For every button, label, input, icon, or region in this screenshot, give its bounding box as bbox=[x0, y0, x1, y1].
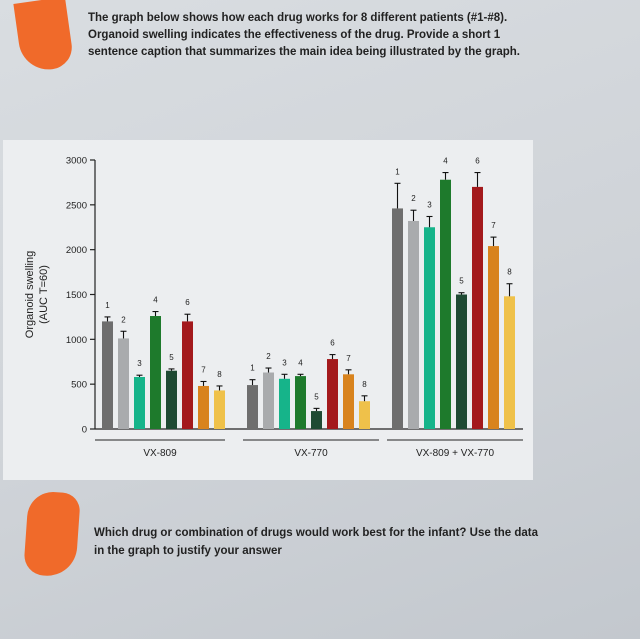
bar bbox=[392, 208, 403, 429]
bar bbox=[408, 220, 419, 429]
patient-number-label: 7 bbox=[201, 365, 206, 374]
patient-number-label: 4 bbox=[153, 296, 158, 305]
bar bbox=[198, 385, 209, 429]
prompt-bottom-line-2: in the graph to justify your answer bbox=[94, 545, 282, 557]
chart-panel: 0 500 1000 1500 2000 2500 3000 Organoid swellin… bbox=[3, 140, 533, 480]
bar bbox=[456, 294, 467, 429]
y-axis-label-line-2: (AUC T=60) bbox=[38, 265, 50, 324]
bar bbox=[182, 321, 193, 429]
bar bbox=[263, 372, 274, 429]
y-tick-label: 1000 bbox=[66, 335, 87, 346]
patient-number-label: 7 bbox=[346, 354, 351, 363]
bar bbox=[247, 385, 258, 429]
patient-number-label: 2 bbox=[266, 352, 271, 361]
patient-number-label: 1 bbox=[250, 364, 255, 373]
patient-number-label: 5 bbox=[459, 277, 464, 286]
patient-number-label: 7 bbox=[491, 221, 496, 230]
patient-number-label: 6 bbox=[330, 339, 335, 348]
patient-number-label: 1 bbox=[395, 167, 400, 176]
y-tick-label: 1500 bbox=[66, 290, 87, 301]
orange-marker-redaction-bottom bbox=[23, 490, 81, 578]
bar bbox=[295, 376, 306, 429]
question-prompt-top: The graph below shows how each drug work… bbox=[88, 10, 618, 61]
bar bbox=[311, 411, 322, 429]
y-axis-label-line-1: Organoid swelling bbox=[24, 251, 36, 338]
prompt-line-1: The graph below shows how each drug work… bbox=[88, 12, 508, 24]
bar bbox=[102, 321, 113, 429]
group-label: VX-809 bbox=[143, 448, 177, 459]
patient-number-label: 3 bbox=[137, 359, 142, 368]
bar bbox=[359, 401, 370, 429]
patient-number-label: 4 bbox=[443, 157, 448, 166]
prompt-line-3: sentence caption that summarizes the mai… bbox=[88, 46, 520, 58]
patient-number-label: 3 bbox=[427, 200, 432, 209]
patient-number-label: 4 bbox=[298, 358, 303, 367]
prompt-bottom-line-1: Which drug or combination of drugs would… bbox=[94, 527, 539, 539]
patient-number-label: 8 bbox=[507, 268, 512, 277]
bar bbox=[472, 186, 483, 429]
y-tick-label: 2500 bbox=[66, 200, 87, 211]
patient-number-label: 8 bbox=[217, 370, 222, 379]
patient-number-label: 5 bbox=[169, 353, 174, 362]
y-tick-label: 500 bbox=[71, 380, 87, 391]
patient-number-label: 6 bbox=[475, 157, 480, 166]
y-tick-label: 0 bbox=[82, 425, 87, 436]
bar bbox=[279, 378, 290, 429]
bar bbox=[488, 246, 499, 429]
group-label: VX-770 bbox=[294, 448, 328, 459]
patient-number-label: 8 bbox=[362, 380, 367, 389]
orange-marker-redaction-top bbox=[13, 0, 75, 74]
bar bbox=[327, 359, 338, 429]
patient-number-label: 5 bbox=[314, 392, 319, 401]
patient-number-label: 1 bbox=[105, 301, 110, 310]
patient-number-label: 2 bbox=[411, 194, 416, 203]
y-tick-label: 2000 bbox=[66, 245, 87, 256]
bar bbox=[166, 370, 177, 429]
bar bbox=[504, 296, 515, 429]
bar bbox=[424, 227, 435, 429]
organoid-swelling-bar-chart: 0 500 1000 1500 2000 2500 3000 Organoid swellin… bbox=[24, 156, 523, 459]
group-label: VX-809 + VX-770 bbox=[416, 448, 495, 459]
patient-number-label: 2 bbox=[121, 315, 126, 324]
bar bbox=[134, 376, 145, 429]
bar bbox=[150, 316, 161, 429]
question-prompt-bottom: Which drug or combination of drugs would… bbox=[94, 524, 630, 560]
bar bbox=[118, 338, 129, 429]
y-tick-label: 3000 bbox=[66, 156, 87, 167]
prompt-line-2: Organoid swelling indicates the effectiv… bbox=[88, 29, 501, 41]
patient-number-label: 3 bbox=[282, 358, 287, 367]
bar bbox=[214, 390, 225, 429]
bar bbox=[343, 374, 354, 429]
bar bbox=[440, 179, 451, 429]
patient-number-label: 6 bbox=[185, 298, 190, 307]
